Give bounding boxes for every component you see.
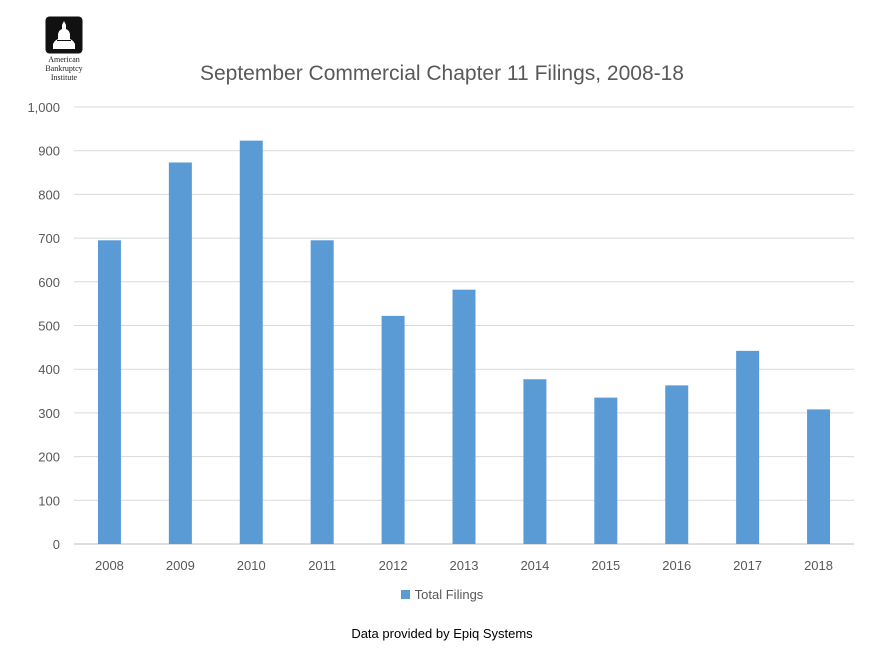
x-tick-label: 2017 <box>733 558 762 573</box>
x-tick-label: 2011 <box>308 558 336 573</box>
bar-2009 <box>168 162 192 544</box>
logo-line: Institute <box>50 73 78 82</box>
y-tick-label: 0 <box>53 537 60 552</box>
legend-swatch <box>400 590 410 599</box>
bar-2008 <box>97 240 121 544</box>
y-tick-label: 200 <box>38 450 60 465</box>
logo-line: Bankruptcy <box>45 64 83 73</box>
x-tick-label: 2016 <box>662 558 691 573</box>
bar-2013 <box>452 289 476 544</box>
y-tick-label: 500 <box>38 319 60 334</box>
bar-2010 <box>239 140 263 545</box>
bar-2016 <box>665 385 689 544</box>
y-tick-label: 1,000 <box>27 100 60 115</box>
y-tick-label: 300 <box>38 406 60 421</box>
y-tick-label: 800 <box>38 187 60 202</box>
y-tick-label: 900 <box>38 144 60 159</box>
logo-line: American <box>48 55 80 64</box>
bar-2014 <box>523 379 547 544</box>
y-tick-label: 700 <box>38 231 60 246</box>
x-tick-label: 2013 <box>450 558 479 573</box>
bar-2017 <box>736 350 760 544</box>
capitol-dome-icon <box>45 16 83 54</box>
bar-2018 <box>807 409 831 544</box>
chart-title: September Commercial Chapter 11 Filings,… <box>199 62 684 85</box>
x-tick-label: 2018 <box>804 558 833 573</box>
x-tick-label: 2009 <box>166 558 195 573</box>
bar-2015 <box>594 397 618 544</box>
y-axis-ticks: 0 100 200 300 400 500 600 700 800 900 1,000 <box>27 100 60 552</box>
legend-label: Total Filings <box>414 587 484 602</box>
y-tick-label: 600 <box>38 275 60 290</box>
legend: Total Filings <box>0 587 884 602</box>
x-axis-ticks: 2008 2009 2010 2011 2012 2013 2014 2015 2016 2017… <box>95 558 833 573</box>
abi-logo: American Bankruptcy Institute <box>32 16 96 88</box>
x-tick-label: 2014 <box>520 558 549 573</box>
x-tick-label: 2010 <box>237 558 266 573</box>
bar-2011 <box>310 240 334 544</box>
logo-text: American Bankruptcy Institute <box>32 55 96 82</box>
y-tick-label: 400 <box>38 362 60 377</box>
x-tick-label: 2015 <box>591 558 620 573</box>
x-tick-label: 2012 <box>379 558 408 573</box>
bars <box>97 140 831 545</box>
y-tick-label: 100 <box>38 493 60 508</box>
data-source-note: Data provided by Epiq Systems <box>351 626 533 641</box>
x-tick-label: 2008 <box>95 558 124 573</box>
bar-2012 <box>381 315 405 544</box>
